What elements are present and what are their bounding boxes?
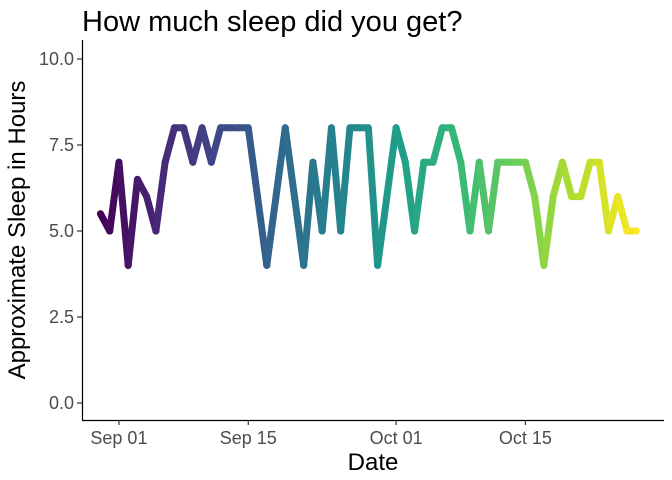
sleep-data-point: [383, 193, 391, 201]
sleep-data-point: [115, 158, 123, 166]
sleep-data-point: [466, 227, 474, 235]
sleep-data-point: [632, 227, 640, 235]
sleep-data-point: [429, 158, 437, 166]
y-axis-title: Approximate Sleep in Hours: [4, 81, 31, 380]
sleep-data-point: [623, 227, 631, 235]
sleep-data-point: [272, 193, 280, 201]
sleep-line-segment: [577, 158, 594, 201]
sleep-data-point: [531, 193, 539, 201]
y-tick-label: 0.0: [49, 393, 74, 413]
sleep-data-point: [438, 124, 446, 132]
sleep-line-series: [96, 124, 640, 269]
sleep-data-point: [392, 124, 400, 132]
y-axis-ticks: 0.0 2.5 5.0 7.5 10.0: [39, 49, 82, 413]
sleep-line-segment: [337, 124, 354, 235]
sleep-line-segment: [411, 158, 428, 235]
y-tick-label: 5.0: [49, 221, 74, 241]
sleep-data-point: [217, 124, 225, 132]
sleep-data-point: [235, 124, 243, 132]
sleep-line-segment: [392, 124, 409, 166]
sleep-data-point: [605, 227, 613, 235]
sleep-data-point: [96, 210, 104, 218]
sleep-line-segment: [161, 124, 178, 166]
sleep-data-point: [512, 158, 520, 166]
x-tick-label: Oct 01: [370, 428, 423, 448]
sleep-data-point: [327, 124, 335, 132]
sleep-line-segment: [281, 124, 298, 201]
sleep-data-point: [420, 158, 428, 166]
x-tick-label: Sep 15: [220, 428, 277, 448]
sleep-data-point: [309, 158, 317, 166]
sleep-line-segment: [448, 124, 465, 166]
sleep-data-point: [411, 227, 419, 235]
sleep-data-point: [226, 124, 234, 132]
sleep-data-point: [614, 193, 622, 201]
sleep-line-segment: [374, 193, 391, 269]
sleep-data-point: [457, 158, 465, 166]
sleep-line-segment: [263, 193, 280, 269]
sleep-data-point: [521, 158, 529, 166]
sleep-data-point: [540, 261, 548, 269]
sleep-line-segment: [124, 175, 141, 269]
sleep-data-point: [106, 227, 114, 235]
sleep-data-point: [143, 193, 151, 201]
sleep-data-point: [337, 227, 345, 235]
sleep-data-point: [300, 261, 308, 269]
y-tick-label: 2.5: [49, 307, 74, 327]
sleep-data-point: [355, 124, 363, 132]
sleep-data-point: [346, 124, 354, 132]
sleep-line-segment: [558, 158, 576, 201]
sleep-line-segment: [383, 124, 400, 201]
x-axis-ticks: Sep 01 Sep 15 Oct 01 Oct 15: [90, 420, 552, 448]
sleep-line-segment: [540, 193, 557, 269]
x-tick-label: Oct 15: [499, 428, 552, 448]
sleep-line-segment: [244, 124, 262, 201]
sleep-data-point: [586, 158, 594, 166]
y-tick-label: 10.0: [39, 49, 74, 69]
sleep-data-point: [401, 158, 409, 166]
sleep-data-point: [558, 158, 566, 166]
sleep-line-segment: [152, 158, 169, 235]
sleep-line-segment: [484, 158, 502, 235]
sleep-data-point: [290, 193, 298, 201]
sleep-line-segment: [429, 124, 446, 166]
sleep-line-segment: [614, 193, 631, 235]
sleep-line-segment: [300, 158, 317, 269]
sleep-data-point: [448, 124, 456, 132]
sleep-line-segment: [207, 124, 225, 166]
sleep-data-point: [595, 158, 603, 166]
y-tick-label: 7.5: [49, 135, 74, 155]
x-tick-label: Sep 01: [90, 428, 147, 448]
sleep-data-point: [364, 124, 372, 132]
sleep-data-point: [484, 227, 492, 235]
sleep-data-point: [124, 261, 132, 269]
sleep-line-segment: [595, 158, 613, 235]
sleep-data-point: [189, 158, 197, 166]
sleep-data-point: [549, 193, 557, 201]
x-axis-title: Date: [348, 449, 399, 476]
sleep-data-point: [568, 193, 576, 201]
sleep-data-point: [244, 124, 252, 132]
sleep-data-point: [161, 158, 169, 166]
sleep-data-point: [475, 158, 483, 166]
sleep-data-point: [503, 158, 511, 166]
sleep-data-point: [494, 158, 502, 166]
sleep-line-segment: [521, 158, 539, 201]
sleep-data-point: [577, 193, 585, 201]
sleep-data-point: [374, 261, 382, 269]
sleep-data-point: [318, 227, 326, 235]
sleep-data-point: [198, 124, 206, 132]
sleep-data-point: [170, 124, 178, 132]
sleep-data-point: [180, 124, 188, 132]
sleep-data-point: [254, 193, 262, 201]
sleep-line-segment: [364, 124, 382, 269]
chart-title: How much sleep did you get?: [82, 6, 462, 38]
sleep-data-point: [133, 175, 141, 183]
sleep-data-point: [263, 261, 271, 269]
sleep-data-point: [207, 158, 215, 166]
sleep-data-point: [281, 124, 289, 132]
sleep-data-point: [152, 227, 160, 235]
